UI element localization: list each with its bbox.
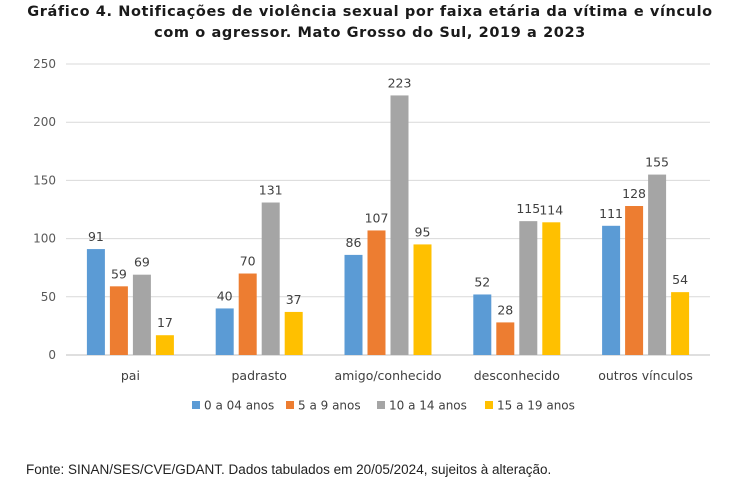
bar-2-3	[261, 202, 280, 355]
data-label: 17	[157, 315, 173, 330]
bar-4-4	[542, 222, 561, 355]
data-label: 40	[217, 288, 233, 303]
x-tick-label: desconhecido	[474, 368, 560, 383]
bar-4-1	[473, 294, 492, 355]
legend-label: 0 a 04 anos	[204, 399, 274, 413]
data-label: 54	[672, 272, 688, 287]
legend-swatch	[485, 401, 493, 409]
data-label: 131	[259, 183, 283, 198]
data-label: 111	[599, 206, 623, 221]
legend-swatch	[192, 401, 200, 409]
bar-5-2	[625, 206, 644, 355]
y-tick-label: 200	[33, 115, 56, 129]
data-label: 59	[111, 266, 127, 281]
data-label: 70	[240, 254, 256, 269]
legend-label: 5 a 9 anos	[298, 399, 361, 413]
bar-3-3	[390, 95, 409, 355]
bar-5-1	[602, 225, 621, 355]
bar-2-2	[238, 273, 257, 355]
bar-5-4	[671, 292, 690, 355]
bar-5-3	[648, 174, 667, 355]
data-label: 223	[388, 75, 412, 90]
bar-4-2	[496, 322, 515, 355]
data-label: 52	[474, 274, 490, 289]
bar-3-4	[413, 244, 432, 355]
bar-2-1	[215, 308, 234, 355]
data-label: 28	[497, 302, 513, 317]
x-tick-label: outros vínculos	[598, 368, 693, 383]
x-tick-label: padrasto	[232, 368, 287, 383]
y-tick-label: 250	[33, 57, 56, 71]
legend-label: 10 a 14 anos	[389, 399, 467, 413]
x-tick-label: amigo/conhecido	[334, 368, 441, 383]
data-label: 115	[516, 201, 540, 216]
data-label: 114	[539, 202, 563, 217]
bar-1-3	[132, 274, 151, 355]
chart-title-line-2: com o agressor. Mato Grosso do Sul, 2019…	[154, 25, 586, 41]
data-label: 107	[365, 210, 389, 225]
data-label: 69	[134, 255, 150, 270]
data-label: 95	[415, 224, 431, 239]
source-note: Fonte: SINAN/SES/CVE/GDANT. Dados tabula…	[26, 462, 552, 477]
data-label: 155	[645, 155, 669, 170]
bar-4-3	[519, 221, 538, 355]
legend-swatch	[377, 401, 385, 409]
chart-title: Gráfico 4. Notificações de violência sex…	[0, 2, 740, 44]
x-tick-label: pai	[121, 368, 140, 383]
bar-1-2	[109, 286, 128, 355]
legend-swatch	[286, 401, 294, 409]
y-tick-label: 150	[33, 173, 56, 187]
data-label: 128	[622, 186, 646, 201]
legend-label: 15 a 19 anos	[497, 399, 575, 413]
chart-title-line-1: Gráfico 4. Notificações de violência sex…	[27, 4, 713, 20]
y-tick-label: 50	[41, 290, 56, 304]
data-label: 86	[346, 235, 362, 250]
data-label: 91	[88, 229, 104, 244]
bar-2-4	[284, 311, 303, 355]
bar-1-1	[86, 249, 105, 355]
bar-1-4	[155, 335, 174, 355]
bar-3-2	[367, 230, 386, 355]
bar-3-1	[344, 254, 363, 355]
y-tick-label: 0	[48, 348, 56, 362]
y-tick-label: 100	[33, 232, 56, 246]
data-label: 37	[286, 292, 302, 307]
